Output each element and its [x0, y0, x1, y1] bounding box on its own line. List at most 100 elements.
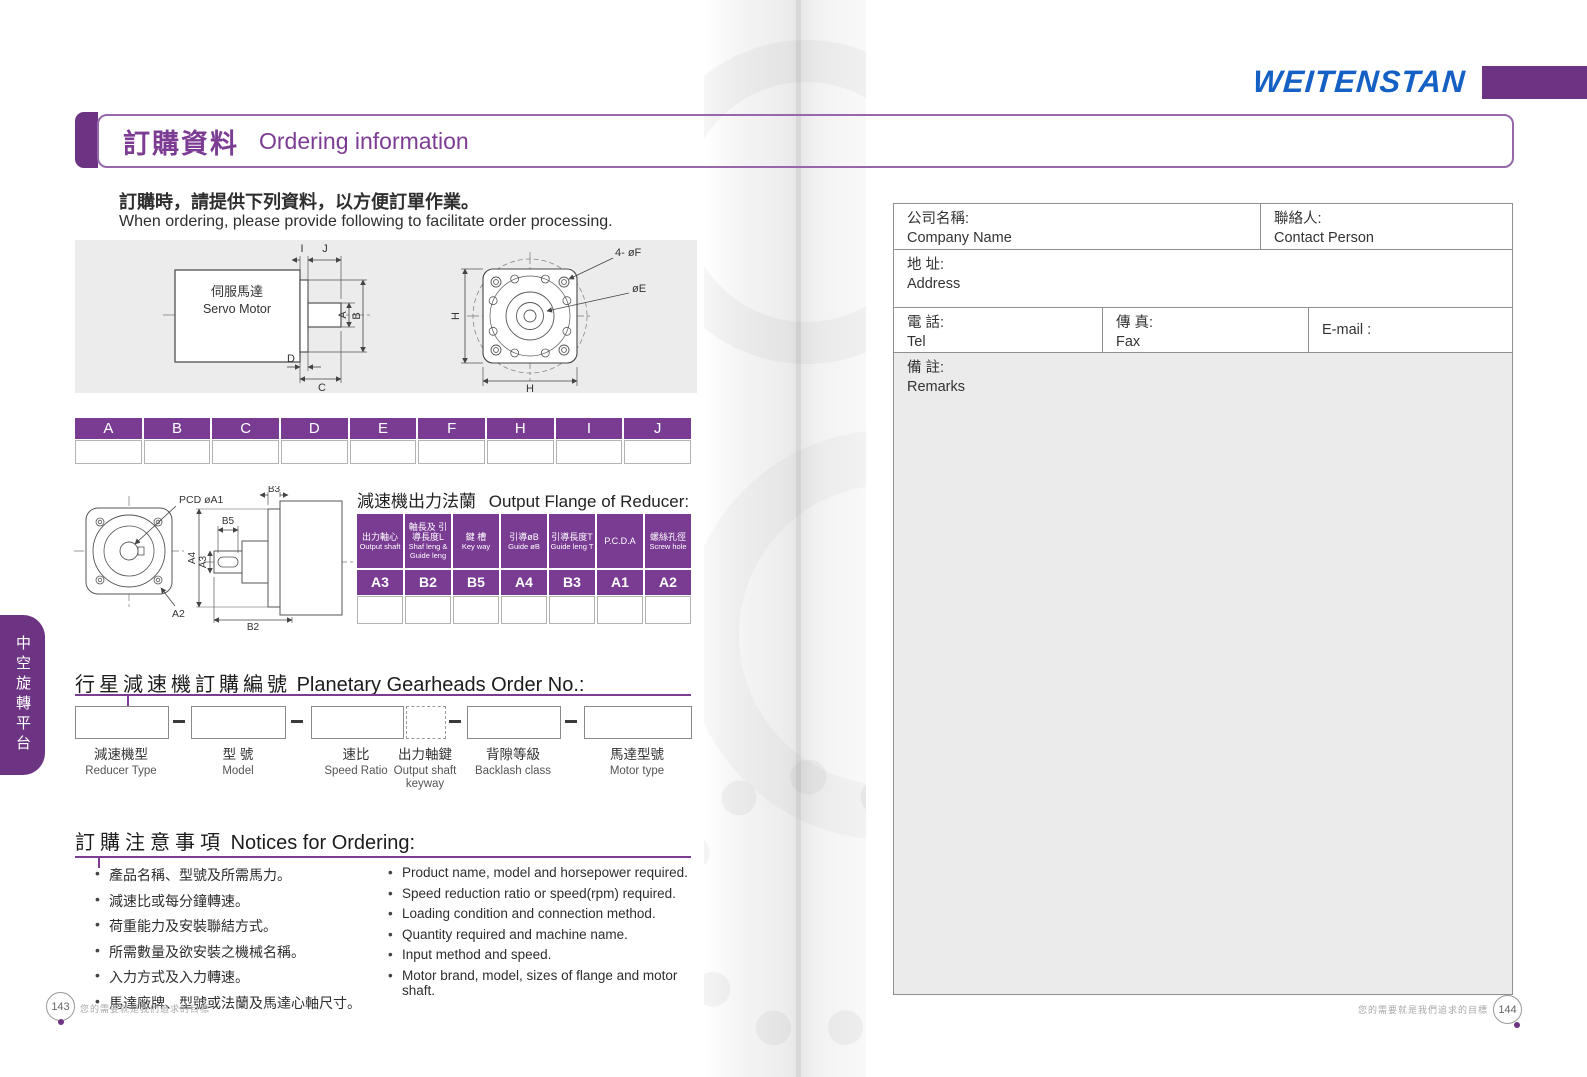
flange-code-cell: A1 — [597, 570, 643, 595]
intro-text-zh: 訂購時，請提供下列資料，以方便訂單作業。 — [119, 192, 479, 212]
dim-holes: 4- øF — [615, 247, 642, 259]
dim-c: C — [318, 382, 326, 393]
motor-diagram-panel: 伺服馬達 Servo Motor I J A B D C — [75, 240, 697, 395]
tel-cell: 電 話: Tel — [894, 308, 1103, 352]
dim-d: D — [287, 353, 295, 365]
order-dash — [173, 720, 185, 723]
flange-title-en: Output Flange of Reducer: — [488, 492, 690, 511]
contact-person-cell: 聯絡人: Contact Person — [1274, 211, 1374, 246]
dim-col-header: A — [75, 418, 142, 439]
label-a2: A2 — [172, 608, 185, 620]
dim-empty-cell — [624, 440, 691, 464]
flange-col-header: 引導長度T Guide leng T — [549, 514, 595, 568]
dim-h-side: H — [450, 312, 462, 320]
intro-text-en: When ordering, please provide following … — [119, 213, 613, 230]
motor-label-en: Servo Motor — [203, 302, 271, 316]
dim-empty-cell — [555, 440, 623, 464]
flange-diagram: PCD øA1 A2 B3 B5 A4 A3 B2 — [74, 484, 356, 633]
label-a4: A4 — [187, 551, 198, 564]
order-box-output-shaft-keyway — [406, 706, 446, 739]
order-box-model — [191, 706, 286, 739]
flange-title-zh: 減速機出力法蘭 — [357, 492, 476, 511]
order-box-reducer-type — [75, 706, 169, 739]
label-b2: B2 — [247, 622, 260, 631]
order-field-label: 馬達型號 Motor type — [609, 747, 665, 777]
dim-i: I — [300, 243, 303, 255]
motor-label-zh: 伺服馬達 — [211, 284, 263, 299]
spine-photo-strip — [704, 0, 866, 1077]
flange-table: 出力軸心 Output shaft 軸長及 引導長度L Shaf leng & … — [357, 514, 691, 624]
dim-col-header: C — [212, 418, 279, 439]
flange-empty-cell — [549, 596, 595, 624]
notice-item: Motor brand, model, sizes of flange and … — [388, 968, 698, 998]
bolt-circle-holes — [488, 274, 572, 358]
dim-col-header: B — [143, 418, 211, 439]
dim-shaft-dia: øE — [632, 283, 646, 295]
dim-empty-cell — [143, 440, 211, 464]
order-dash — [291, 720, 303, 723]
dim-empty-cell — [349, 440, 417, 464]
footer-dot-left — [58, 1019, 64, 1025]
flange-code-cell: A4 — [501, 570, 547, 595]
dim-col-header: H — [486, 418, 554, 439]
remarks-cell: 備 註: Remarks — [894, 353, 1512, 994]
flange-col-header: 引導øB Guide øB — [501, 514, 547, 568]
header-bookmark-tab — [75, 112, 98, 168]
order-field-label: 背隙等級 Backlash class — [474, 747, 552, 777]
notice-item: 荷重能力及安裝聯結方式。 — [95, 916, 380, 936]
fax-cell: 傳 真: Fax — [1103, 308, 1309, 352]
dim-empty-cell — [212, 440, 279, 464]
flange-code-cell: B2 — [405, 570, 451, 595]
form-row-contacts: 電 話: Tel 傳 真: Fax E-mail : — [894, 308, 1512, 353]
page-number-right: 144 — [1493, 995, 1522, 1024]
gear-watermark — [704, 760, 866, 1050]
flange-section-title: 減速機出力法蘭 Output Flange of Reducer: — [357, 487, 689, 512]
notices-title: 訂購注意事項 Notices for Ordering: — [75, 832, 416, 854]
order-box-backlash-class — [467, 706, 561, 739]
footer-dot-right — [1514, 1022, 1520, 1028]
header-banner: 訂購資料 Ordering information — [97, 114, 1514, 168]
address-cell: 地 址: Address — [907, 257, 961, 292]
form-row-remarks: 備 註: Remarks — [894, 353, 1512, 994]
dim-empty-cell — [75, 440, 142, 464]
flange-col-header: 出力軸心 Output shaft — [357, 514, 403, 568]
notice-item: Product name, model and horsepower requi… — [388, 865, 698, 880]
dim-h-bottom: H — [526, 383, 534, 393]
brand-accent-block — [1482, 66, 1587, 99]
notices-list-en: Product name, model and horsepower requi… — [388, 865, 698, 1004]
notices-rule — [75, 856, 691, 858]
flange-col-header: 鍵 槽 Key way — [453, 514, 499, 568]
form-row-address: 地 址: Address — [894, 250, 1512, 308]
dim-empty-cell — [486, 440, 554, 464]
flange-empty-cell — [453, 596, 499, 624]
company-name-cell: 公司名稱: Company Name — [894, 204, 1261, 249]
corner-holes — [490, 276, 570, 356]
order-no-tick — [127, 696, 129, 707]
dim-col-header: I — [555, 418, 623, 439]
notice-item: 馬達廠牌、型號或法蘭及馬達心軸尺寸。 — [95, 993, 380, 1013]
dim-col-header: J — [624, 418, 691, 439]
dim-j: J — [322, 243, 328, 255]
flange-empty-cell — [645, 596, 691, 624]
page-number-left: 143 — [46, 992, 75, 1021]
brand-logo: WEITENSTAN — [1251, 64, 1467, 99]
flange-code-cell: B5 — [453, 570, 499, 595]
flange-empty-cell — [597, 596, 643, 624]
notice-item: 產品名稱、型號及所需馬力。 — [95, 865, 380, 885]
notice-item: Quantity required and machine name. — [388, 927, 698, 942]
label-pcd: PCD øA1 — [179, 494, 224, 506]
order-field-label: 出力軸鍵 Output shaft keyway — [393, 747, 457, 790]
flange-col-header: P.C.D.A — [597, 514, 643, 568]
dim-b: B — [351, 312, 363, 319]
order-field-label: 型 號 Model — [222, 747, 254, 777]
flange-code-cell: A2 — [645, 570, 691, 595]
notice-item: Loading condition and connection method. — [388, 906, 698, 921]
notice-item: 所需數量及欲安裝之機械名稱。 — [95, 942, 380, 962]
dim-empty-cell — [418, 440, 485, 464]
notice-item: 減速比或每分鐘轉速。 — [95, 891, 380, 911]
dim-col-header: F — [418, 418, 485, 439]
dim-col-header: E — [349, 418, 417, 439]
order-no-title: 行星減速機訂購編號 Planetary Gearheads Order No.: — [75, 674, 585, 696]
flange-col-header: 螺絲孔徑 Screw hole — [645, 514, 691, 568]
flange-diagram-panel: PCD øA1 A2 B3 B5 A4 A3 B2 — [72, 484, 362, 636]
